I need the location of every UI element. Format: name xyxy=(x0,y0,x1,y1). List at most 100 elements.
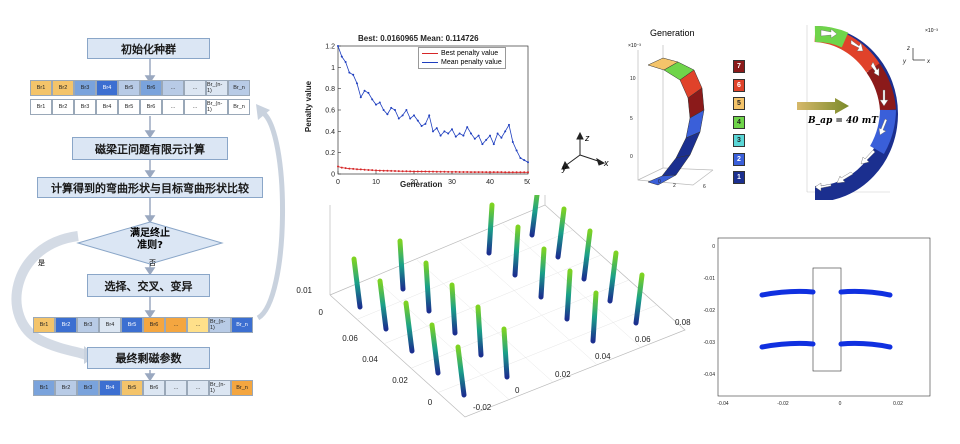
ga-operators-box: 选择、交叉、变异 xyxy=(87,274,210,297)
data-point xyxy=(348,71,351,74)
svg-text:0: 0 xyxy=(630,154,633,160)
gene-cell: Br_n xyxy=(231,317,253,333)
data-point xyxy=(409,170,412,173)
data-point xyxy=(473,137,476,140)
data-point xyxy=(523,159,526,162)
data-point xyxy=(416,119,419,122)
gene-cell: Br3 xyxy=(74,99,96,115)
data-point xyxy=(489,134,491,137)
data-point xyxy=(424,170,427,173)
data-point xyxy=(382,109,385,111)
gene-cell: Br1 xyxy=(33,317,55,333)
legend-best-label: Best penalty value xyxy=(441,50,499,57)
gene-cell: Br4 xyxy=(99,317,121,333)
gridline xyxy=(410,279,630,369)
data-point xyxy=(477,171,480,174)
gene-cell: Br5 xyxy=(118,99,140,115)
penalty-chart-ylabel: Penalty value xyxy=(304,80,314,133)
triad-z-label: z xyxy=(585,133,590,143)
pillar xyxy=(538,246,547,300)
data-point xyxy=(344,61,347,63)
pillar xyxy=(449,282,458,336)
beam-upper-left xyxy=(759,288,816,298)
triad-x-label: x xyxy=(604,158,609,168)
pillar xyxy=(581,228,593,282)
y-tick-label: -0.03 xyxy=(704,340,716,346)
no-label: 否 xyxy=(149,259,156,267)
data-point xyxy=(420,170,423,173)
data-point xyxy=(519,171,522,174)
legend-mean-label: Mean penalty value xyxy=(441,59,502,66)
data-point xyxy=(432,170,434,173)
data-point xyxy=(356,82,358,85)
x-tick-label: 10 xyxy=(372,179,380,186)
gene-cell: Br5 xyxy=(118,80,140,96)
gridline xyxy=(356,229,574,320)
data-point xyxy=(359,168,362,171)
data-point xyxy=(458,132,461,135)
triad-y-label: y xyxy=(562,163,567,173)
data-point xyxy=(401,170,404,173)
flowchart-connectors xyxy=(11,59,285,382)
data-point xyxy=(504,130,507,133)
svg-text:5: 5 xyxy=(630,116,633,122)
generation-key-7: 7 xyxy=(733,60,745,73)
data-point xyxy=(424,122,427,125)
data-point xyxy=(515,149,518,152)
pillar xyxy=(590,290,599,344)
generation-key-6: 6 xyxy=(733,78,745,92)
data-point xyxy=(432,130,434,133)
data-point xyxy=(359,96,362,99)
pillar xyxy=(607,250,619,304)
data-point xyxy=(367,168,370,171)
gene-cell: ... xyxy=(162,80,184,96)
generation-key-3: 3 xyxy=(733,134,745,147)
data-point xyxy=(344,167,347,170)
generation-key-4: 4 xyxy=(733,115,745,129)
gene-cell: Br1 xyxy=(30,80,52,96)
data-point xyxy=(481,143,484,146)
legend-best: Best penalty value xyxy=(422,49,502,58)
gene-cell: ... xyxy=(184,80,206,96)
data-point xyxy=(477,134,480,137)
gene-cell: Br_n xyxy=(228,80,250,96)
flowchart: 初始化种群 Br1 Br2 Br3 Br4 Br5 Br6...... Br_(n-1) Br… xyxy=(0,0,290,444)
pillar-3d-plot: 0 0.01 0 0.02 0.04 0.06 -0.02 0 0.02 0.04 0.06 0.08 xyxy=(296,195,691,418)
x-tick-label: -0.02 xyxy=(777,401,789,407)
gene-cell: Br5 xyxy=(121,317,143,333)
gene-cell: Br4 xyxy=(96,99,118,115)
data-point xyxy=(390,169,393,172)
penalty-chart: 0 10 20 30 40 50 0 0.2 0.4 0.6 0.8 1 1.2 xyxy=(325,44,530,187)
data-point xyxy=(470,132,472,135)
gene-cell: Br_(n-1) xyxy=(206,80,228,96)
data-point xyxy=(519,157,522,159)
gene-cell: Br4 xyxy=(99,380,121,396)
compare-box: 计算得到的弯曲形状与目标弯曲形状比较 xyxy=(37,177,263,198)
data-point xyxy=(363,89,366,92)
population-row-3: Br1 Br2 Br3 Br4 Br5 Br6...... Br_(n-1) Br_n xyxy=(33,317,253,333)
y-tick-label: 0.02 xyxy=(392,376,408,385)
y-tick-label: -0.04 xyxy=(704,372,716,378)
data-point xyxy=(508,171,510,174)
pillar xyxy=(429,322,441,376)
data-point xyxy=(367,91,370,94)
decision-label-line-2: 准则? xyxy=(137,240,163,251)
pillar xyxy=(633,272,645,326)
gene-cell: Br1 xyxy=(33,380,55,396)
svg-text:0: 0 xyxy=(658,179,661,185)
gene-cell: Br5 xyxy=(121,380,143,396)
data-point xyxy=(492,171,495,174)
pillar xyxy=(351,256,363,310)
population-row-4: Br1 Br2 Br3 Br4 Br5 Br6...... Br_(n-1) Br_n xyxy=(33,380,253,396)
gene-cell: Br4 xyxy=(96,80,118,96)
beam-lower-right xyxy=(838,340,893,350)
data-point xyxy=(337,165,339,168)
data-point xyxy=(481,171,484,174)
gene-cell: Br6 xyxy=(140,80,162,96)
data-point xyxy=(371,169,374,172)
penalty-chart-xlabel: Generation xyxy=(400,180,443,189)
axes-triad xyxy=(561,131,606,170)
gene-cell: ... xyxy=(187,380,209,396)
x-tick-label: 0.04 xyxy=(595,352,611,361)
data-point xyxy=(409,117,412,120)
